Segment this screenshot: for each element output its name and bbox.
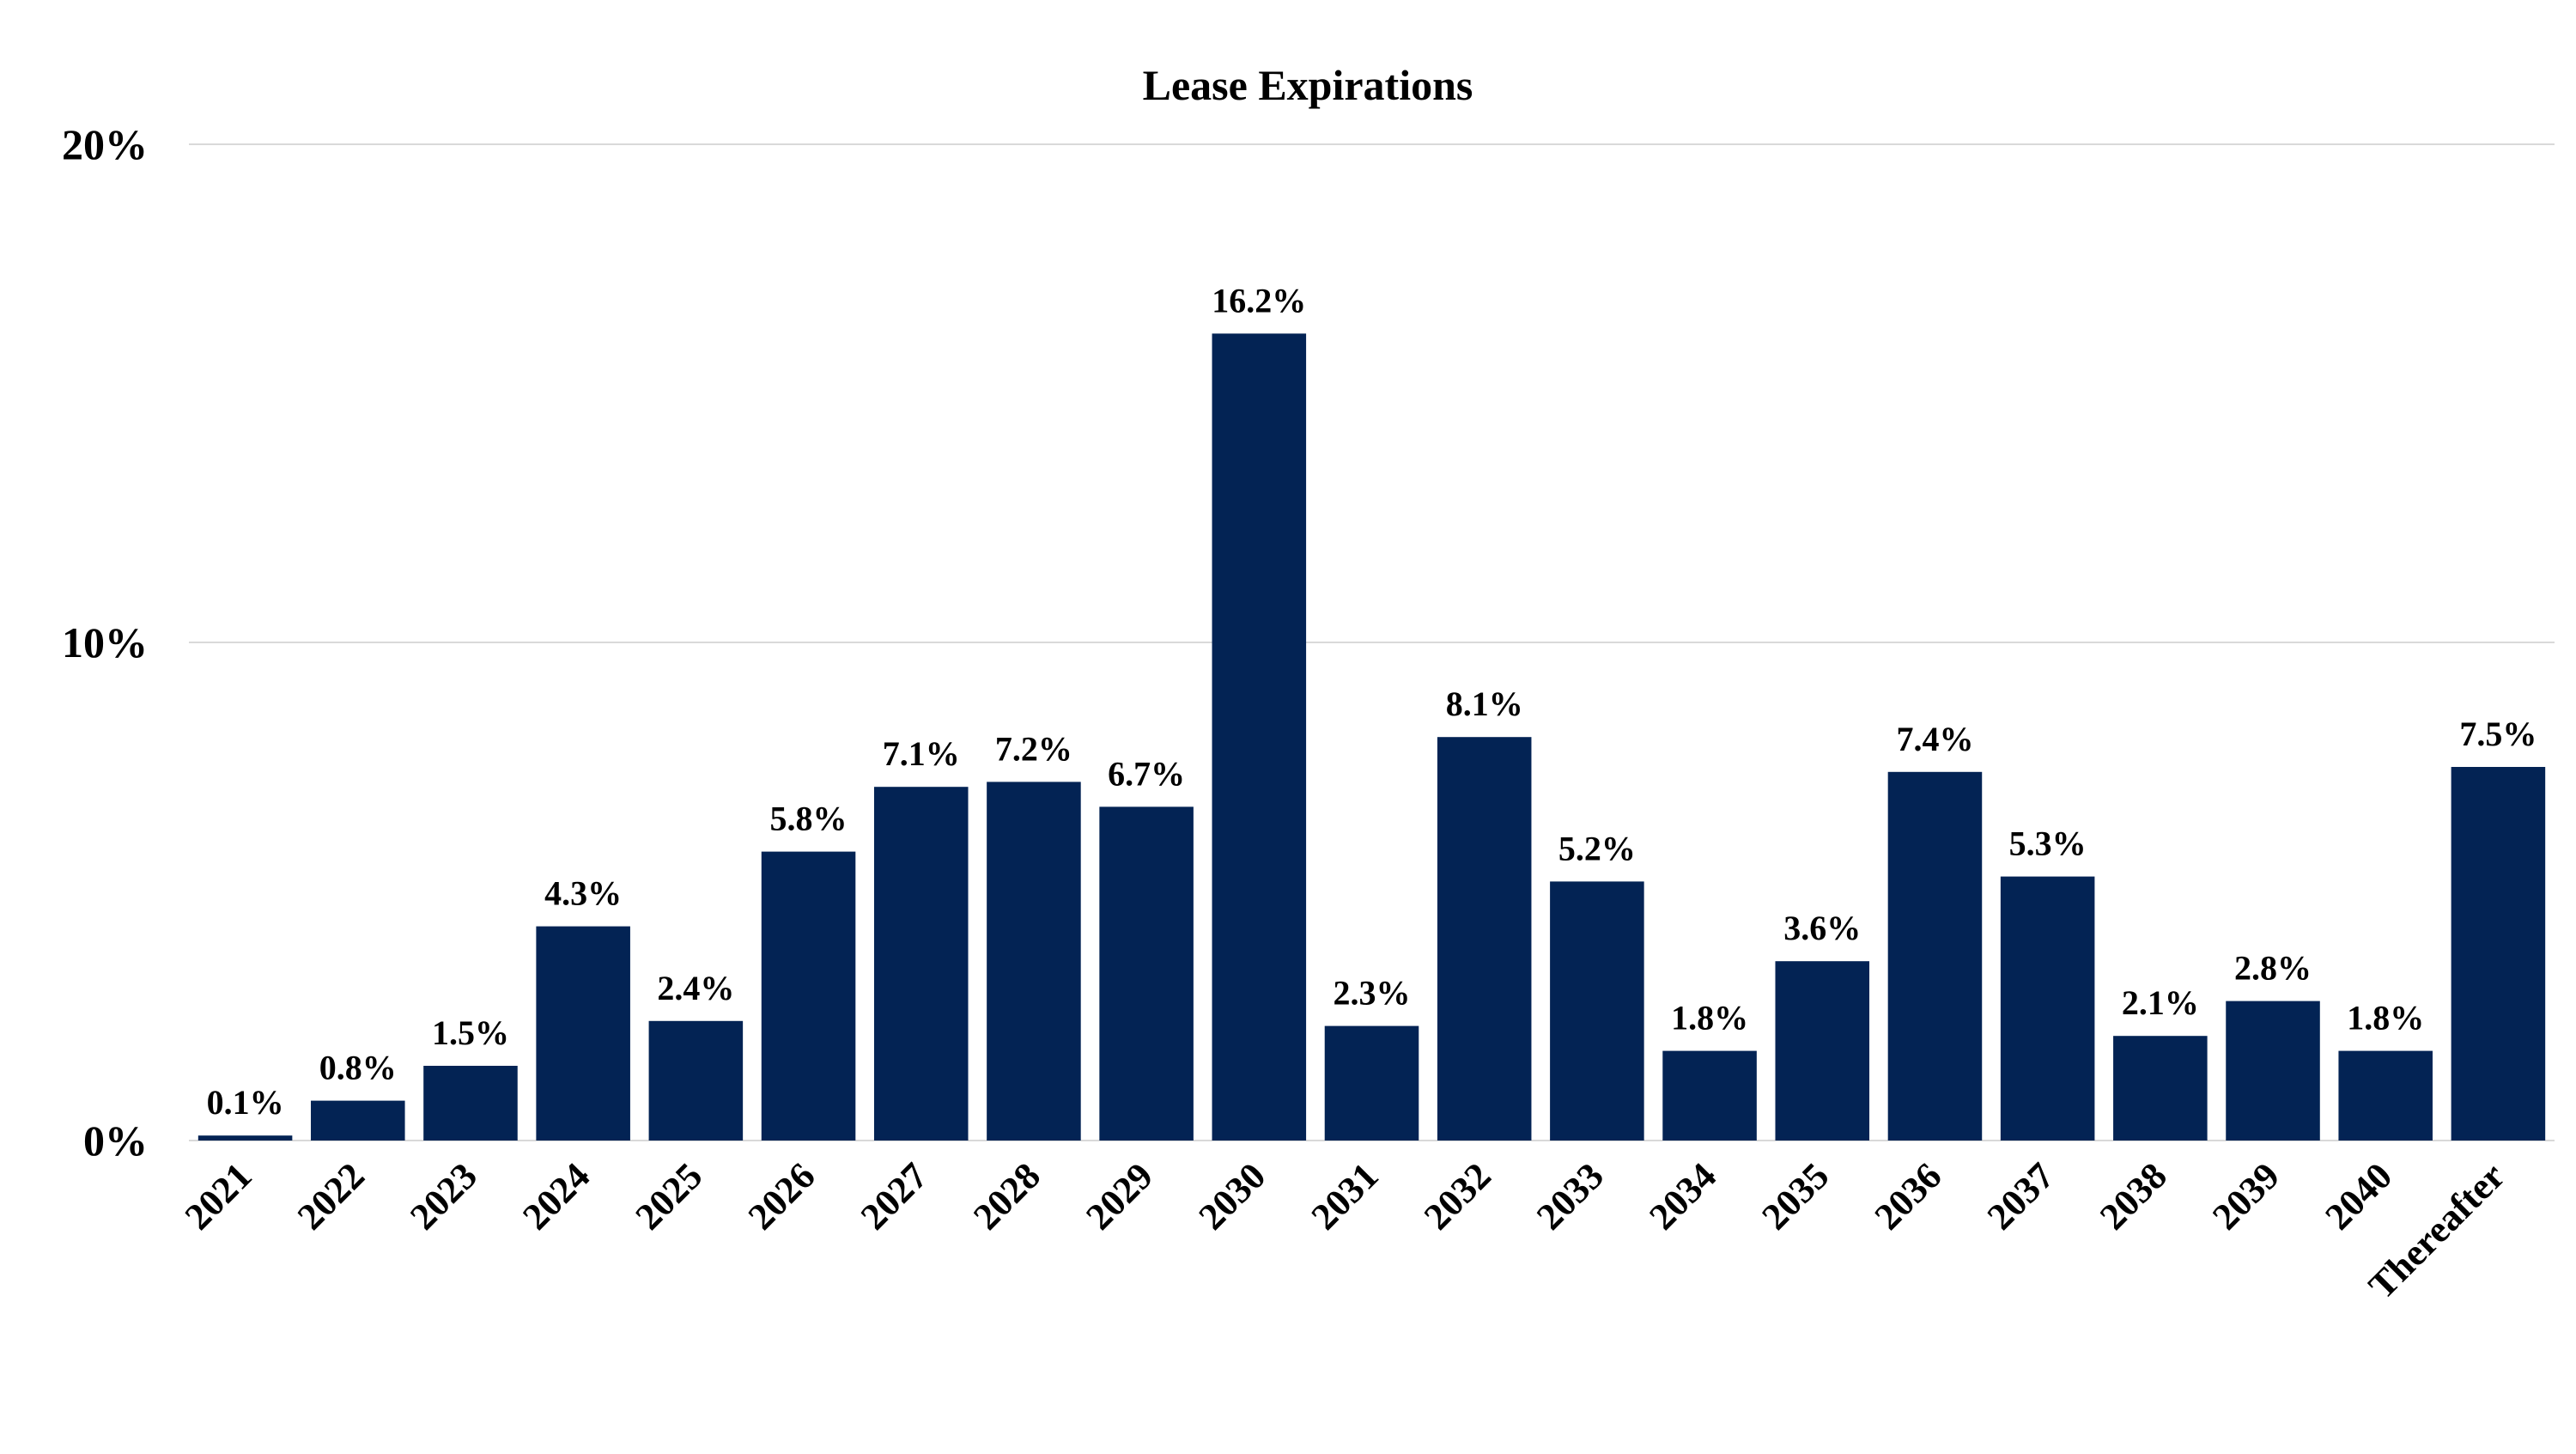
- bar-2021: [197, 1135, 293, 1141]
- bar-2026: [761, 851, 856, 1141]
- data-label-2022: 0.8%: [319, 1049, 397, 1087]
- x-tick-label-2025: 2025: [628, 1154, 711, 1238]
- x-tick-label-2036: 2036: [1867, 1154, 1950, 1238]
- bar-2037: [2000, 876, 2095, 1141]
- bar-2023: [423, 1066, 518, 1141]
- x-tick-label-2021: 2021: [177, 1154, 260, 1238]
- y-tick-label: 20%: [62, 120, 148, 168]
- bar-2030: [1212, 333, 1307, 1141]
- bar-2022: [311, 1100, 405, 1141]
- data-label-2039: 2.8%: [2234, 949, 2312, 988]
- data-label-2024: 4.3%: [544, 874, 622, 913]
- data-label-2026: 5.8%: [770, 800, 848, 838]
- x-tick-label-2037: 2037: [1979, 1154, 2063, 1238]
- data-label-2030: 16.2%: [1212, 281, 1306, 319]
- bar-2024: [536, 926, 630, 1141]
- bar-2028: [987, 782, 1081, 1141]
- y-tick-label: 0%: [83, 1116, 148, 1165]
- x-tick-label-2031: 2031: [1303, 1154, 1387, 1238]
- x-tick-label-2030: 2030: [1191, 1154, 1274, 1238]
- bar-2027: [873, 787, 969, 1141]
- data-label-2035: 3.6%: [1783, 909, 1861, 947]
- x-tick-label-2024: 2024: [514, 1154, 598, 1238]
- bars: [197, 333, 2546, 1141]
- bar-thereafter: [2451, 767, 2546, 1141]
- data-label-thereafter: 7.5%: [2459, 715, 2537, 753]
- x-tick-label-2038: 2038: [2092, 1154, 2175, 1238]
- bar-2039: [2226, 1001, 2320, 1141]
- bar-2031: [1324, 1025, 1419, 1141]
- bar-2038: [2113, 1036, 2208, 1141]
- bar-2029: [1099, 806, 1194, 1141]
- y-axis-tick-labels: 0% 10% 20%: [62, 120, 148, 1165]
- x-tick-label-2033: 2033: [1528, 1154, 1612, 1238]
- data-label-2031: 2.3%: [1334, 974, 1411, 1013]
- data-label-2038: 2.1%: [2122, 983, 2199, 1022]
- data-label-2036: 7.4%: [1896, 720, 1973, 758]
- x-tick-label-2035: 2035: [1753, 1154, 1837, 1238]
- y-tick-label: 10%: [62, 618, 148, 666]
- x-tick-label-2023: 2023: [402, 1154, 485, 1238]
- x-tick-label-2029: 2029: [1078, 1154, 1161, 1238]
- bar-2025: [648, 1020, 744, 1141]
- x-axis-tick-labels: 2021 2022 2023 2024 2025 2026 2027 2028 2029 2030…: [177, 1154, 2513, 1306]
- data-label-2032: 8.1%: [1446, 684, 1523, 723]
- data-label-2037: 5.3%: [2009, 824, 2087, 863]
- x-tick-label-2022: 2022: [289, 1154, 373, 1238]
- data-label-2028: 7.2%: [995, 729, 1072, 768]
- data-label-2033: 5.2%: [1558, 829, 1636, 867]
- bar-2035: [1775, 961, 1870, 1141]
- x-tick-label-2032: 2032: [1416, 1154, 1499, 1238]
- data-label-2034: 1.8%: [1671, 999, 1748, 1037]
- bar-2036: [1887, 771, 1983, 1141]
- x-tick-label-2039: 2039: [2204, 1154, 2287, 1238]
- data-label-2029: 6.7%: [1108, 754, 1185, 793]
- bar-2032: [1437, 737, 1532, 1141]
- data-label-2025: 2.4%: [657, 969, 734, 1007]
- bar-2034: [1662, 1050, 1757, 1141]
- x-tick-label-2026: 2026: [740, 1154, 823, 1238]
- bar-2033: [1550, 881, 1644, 1141]
- data-labels: 0.1% 0.8% 1.5% 4.3% 2.4% 5.8% 7.1% 7.2% 6.7% 16.2…: [207, 281, 2537, 1122]
- data-label-2040: 1.8%: [2347, 999, 2424, 1037]
- data-label-2027: 7.1%: [883, 734, 960, 773]
- chart-title: Lease Expirations: [1143, 61, 1473, 109]
- data-label-2023: 1.5%: [432, 1013, 509, 1052]
- x-tick-label-2034: 2034: [1641, 1154, 1724, 1238]
- x-tick-label-2040: 2040: [2317, 1154, 2400, 1238]
- x-tick-label-2027: 2027: [853, 1154, 936, 1238]
- data-label-2021: 0.1%: [207, 1083, 284, 1122]
- x-tick-label-2028: 2028: [965, 1154, 1048, 1238]
- bar-2040: [2338, 1050, 2433, 1141]
